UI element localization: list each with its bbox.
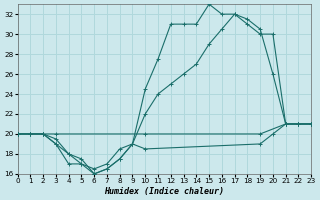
X-axis label: Humidex (Indice chaleur): Humidex (Indice chaleur) — [104, 187, 224, 196]
